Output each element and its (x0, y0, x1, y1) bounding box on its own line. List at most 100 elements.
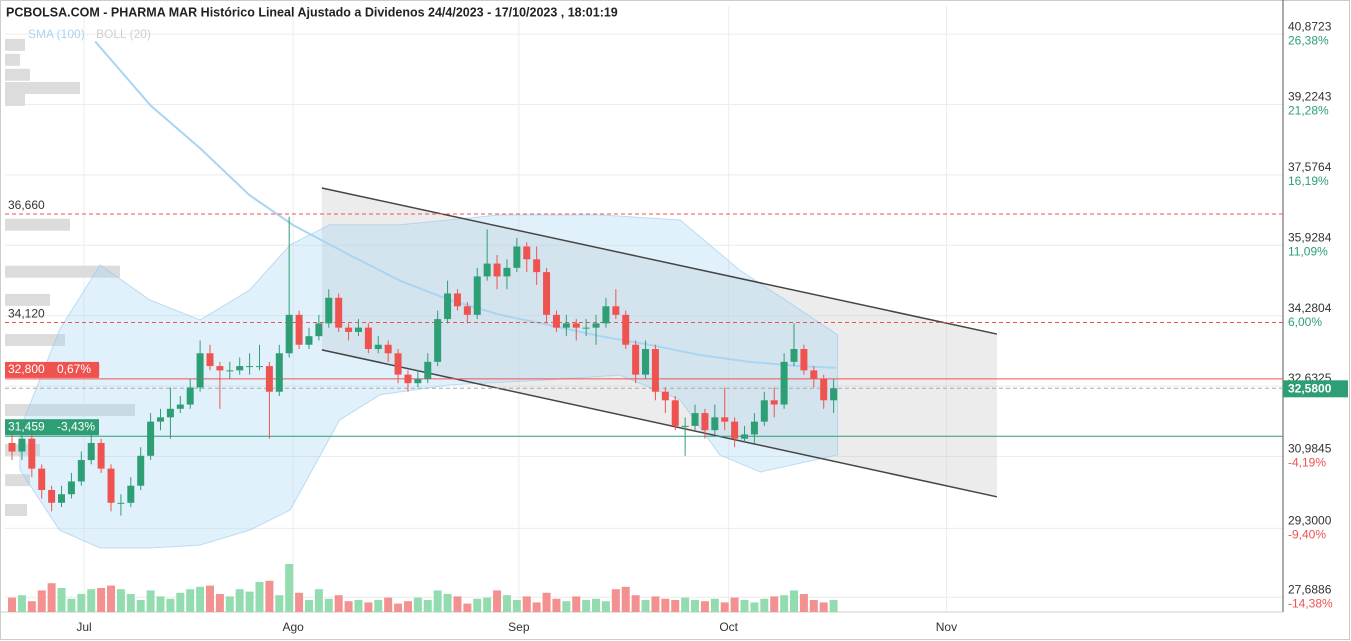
candle-body (404, 374, 412, 384)
candle-body (741, 434, 749, 439)
volume-bar (631, 595, 640, 612)
candle-body (463, 306, 471, 315)
volume-profile-bar (5, 93, 25, 106)
volume-profile-bar (5, 53, 20, 66)
y-tick-label: 34,2804 (1288, 301, 1332, 315)
volume-bar (829, 600, 838, 612)
last-price-tag (1283, 380, 1348, 398)
candle-body (246, 366, 254, 368)
volume-bar (304, 600, 313, 612)
candle-body (394, 353, 402, 375)
volume-bar (57, 588, 66, 612)
candle-body (137, 455, 145, 486)
candle-body (523, 246, 531, 260)
volume-bar (324, 598, 333, 612)
volume-bar (493, 590, 502, 612)
volume-bar (780, 595, 789, 612)
candle-body (206, 353, 214, 367)
candle-body (414, 378, 422, 384)
volume-bar (384, 597, 393, 612)
candle-body (374, 344, 382, 350)
volume-profile-bar (5, 38, 25, 51)
candle-body (780, 361, 788, 405)
candle-body (681, 425, 689, 427)
candle-body (345, 327, 353, 332)
candle-body (602, 306, 610, 324)
candle-body (731, 421, 739, 439)
candle-body (265, 366, 273, 392)
volume-bar (423, 600, 432, 612)
candle-body (810, 370, 818, 379)
volume-bar (691, 600, 700, 612)
candle-body (691, 413, 699, 426)
volume-bar (97, 588, 106, 612)
candle-body (513, 246, 521, 268)
volume-bar (413, 597, 422, 612)
volume-bar (186, 589, 195, 612)
candle-body (226, 370, 234, 372)
y-tick-label: 39,2243 (1288, 90, 1332, 104)
volume-bar (314, 589, 323, 612)
volume-bar (799, 594, 808, 612)
candle-body (87, 442, 95, 461)
candle-body (424, 361, 432, 379)
y-tick-label: 27,6886 (1288, 582, 1332, 596)
volume-profile-bar (5, 68, 30, 81)
volume-bar (542, 592, 551, 612)
volume-bar (334, 595, 343, 612)
candle-body (295, 314, 303, 345)
candle-body (157, 417, 165, 422)
volume-bar (354, 600, 363, 612)
volume-bar (532, 602, 541, 612)
candle-body (97, 442, 105, 469)
volume-bar (453, 596, 462, 612)
volume-bar (502, 595, 511, 612)
candle-body (354, 327, 362, 332)
volume-bar (512, 600, 521, 612)
volume-bar (750, 602, 759, 612)
candle-body (216, 366, 224, 371)
candle-body (800, 349, 808, 371)
y-tick-label: 30,9845 (1288, 442, 1332, 456)
candle-body (166, 408, 174, 418)
volume-bar (8, 597, 17, 612)
volume-bar (205, 585, 214, 612)
volume-bar (196, 586, 205, 612)
candle-body (176, 404, 184, 409)
volume-bar (611, 589, 620, 612)
candle-body (830, 388, 838, 401)
candle-body (711, 417, 719, 431)
candle-body (255, 366, 263, 368)
last-price-label: 32,5800 (1288, 381, 1332, 395)
candle-body (533, 259, 541, 273)
volume-bar (47, 583, 56, 612)
candle-body (305, 336, 313, 345)
candle-body (612, 306, 620, 315)
volume-bar (364, 602, 373, 612)
candle-body (196, 353, 204, 388)
candle-body (622, 314, 630, 345)
candle-body (67, 481, 75, 495)
level-percent: 0,67% (57, 362, 91, 376)
candle-body (8, 442, 16, 452)
y-tick-label: 35,9284 (1288, 230, 1332, 244)
volume-bar (255, 582, 264, 612)
volume-bar (740, 600, 749, 612)
volume-bar (641, 600, 650, 612)
x-tick-label: Jul (76, 620, 91, 634)
candle-body (107, 468, 115, 503)
volume-bar (67, 598, 76, 612)
candle-body (384, 344, 392, 354)
volume-bar (285, 564, 294, 612)
volume-profile-bar (5, 82, 80, 95)
volume-bar (681, 597, 690, 612)
level-percent: -3,43% (57, 419, 95, 433)
candle-body (721, 417, 729, 422)
volume-bar (77, 594, 86, 612)
volume-bar (374, 600, 383, 612)
candle-body (770, 400, 778, 405)
volume-bar (522, 596, 531, 612)
volume-bar (344, 601, 353, 612)
volume-bar (275, 595, 284, 612)
